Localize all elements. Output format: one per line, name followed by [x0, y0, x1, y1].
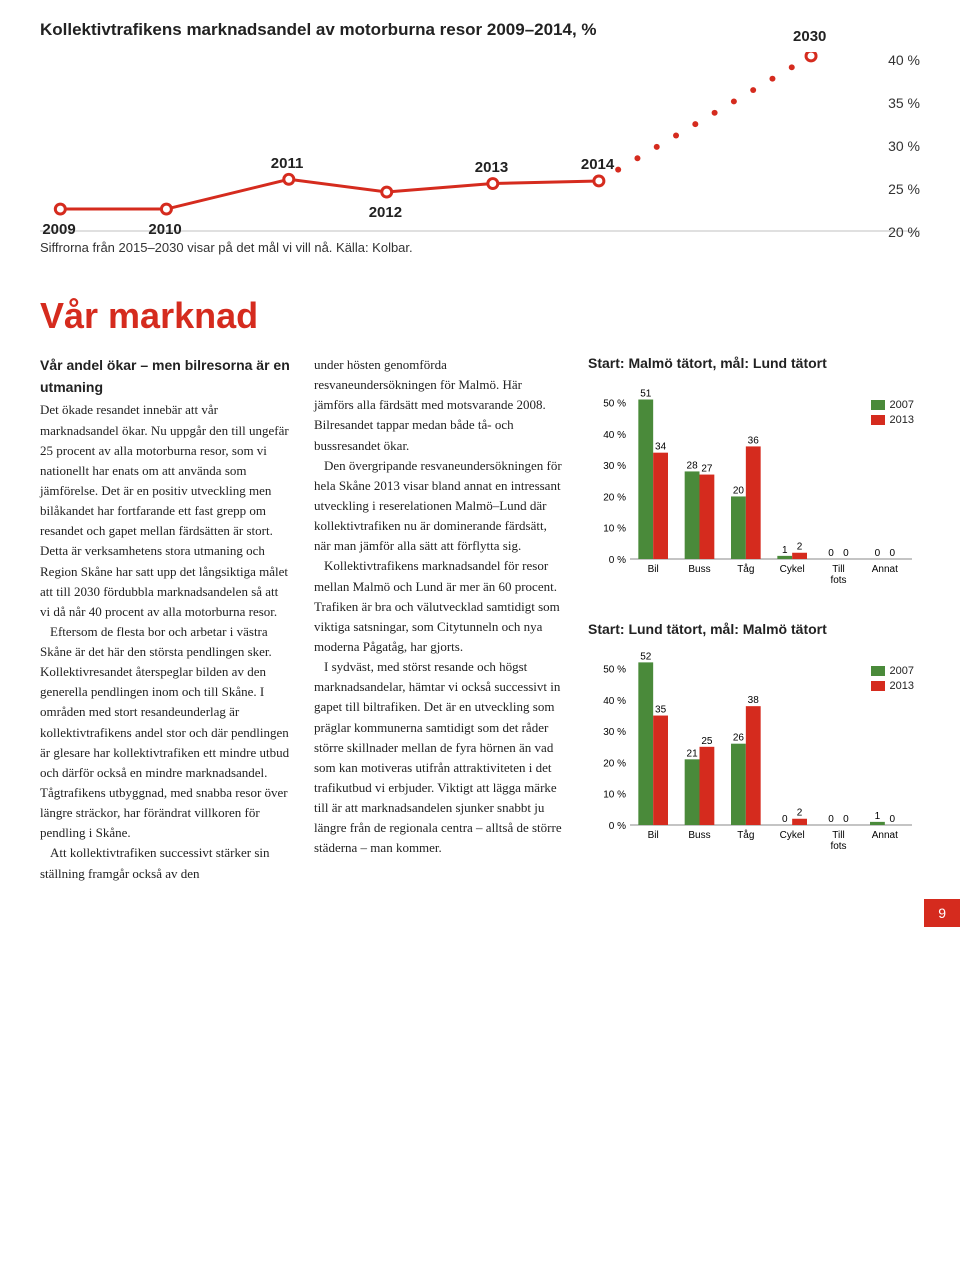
svg-text:27: 27: [701, 464, 713, 475]
subhead: Vår andel ökar – men bilresorna är en ut…: [40, 355, 290, 398]
svg-text:40 %: 40 %: [603, 696, 626, 707]
y-axis-tick: 30 %: [888, 138, 920, 154]
svg-text:20 %: 20 %: [603, 758, 626, 769]
svg-text:fots: fots: [830, 575, 846, 586]
section-title: Vår marknad: [40, 295, 920, 337]
svg-text:10 %: 10 %: [603, 790, 626, 801]
svg-text:Buss: Buss: [688, 564, 710, 575]
svg-text:Till: Till: [832, 564, 844, 575]
svg-text:26: 26: [733, 733, 745, 744]
y-axis-tick: 35 %: [888, 95, 920, 111]
svg-text:40 %: 40 %: [603, 430, 626, 441]
bar-chart-2-title: Start: Lund tätort, mål: Malmö tätort: [588, 621, 920, 637]
content-row: Vår andel ökar – men bilresorna är en ut…: [40, 355, 920, 887]
svg-text:30 %: 30 %: [603, 727, 626, 738]
bar-chart-1-title: Start: Malmö tätort, mål: Lund tätort: [588, 355, 920, 371]
bar-chart-1: 50 %40 %30 %20 %10 %0 %5134Bil2827Buss20…: [588, 381, 920, 591]
body-paragraph: Eftersom de flesta bor och arbetar i väs…: [40, 622, 290, 844]
text-column-right: under hösten genomförda resvaneundersökn…: [314, 355, 564, 887]
x-axis-label: 2014: [581, 156, 614, 173]
svg-text:Cykel: Cykel: [780, 830, 805, 841]
svg-text:1: 1: [782, 545, 788, 556]
svg-text:36: 36: [748, 435, 760, 446]
svg-text:28: 28: [687, 460, 699, 471]
y-axis-tick: 20 %: [888, 224, 920, 240]
bar-charts-column: Start: Malmö tätort, mål: Lund tätort 50…: [588, 355, 920, 887]
body-paragraph: Kollektivtrafikens marknadsandel för res…: [314, 556, 564, 657]
legend-item: 2007: [871, 665, 914, 677]
svg-text:25: 25: [701, 736, 713, 747]
body-paragraph: Den övergripande resvaneundersökningen f…: [314, 456, 564, 557]
line-chart-caption: Siffrorna från 2015–2030 visar på det må…: [40, 240, 920, 255]
x-axis-label: 2013: [475, 159, 508, 176]
svg-text:fots: fots: [830, 841, 846, 852]
line-chart: 40 %35 %30 %25 %20 % 2009201020112012201…: [40, 52, 920, 232]
svg-text:20: 20: [733, 485, 745, 496]
svg-text:Cykel: Cykel: [780, 564, 805, 575]
body-paragraph: Det ökade resandet innebär att vår markn…: [40, 400, 290, 622]
svg-text:38: 38: [748, 695, 760, 706]
legend-item: 2013: [871, 414, 914, 426]
svg-text:Tåg: Tåg: [737, 563, 754, 575]
svg-text:35: 35: [655, 705, 667, 716]
x-axis-label: 2030: [793, 28, 826, 45]
x-axis-label: 2009: [42, 221, 75, 238]
bar-chart-2: 50 %40 %30 %20 %10 %0 %5235Bil2125Buss26…: [588, 647, 920, 857]
line-chart-title: Kollektivtrafikens marknadsandel av moto…: [40, 20, 920, 40]
page-number: 9: [924, 899, 960, 927]
svg-text:Bil: Bil: [648, 564, 659, 575]
svg-text:20 %: 20 %: [603, 492, 626, 503]
text-column-left: Vår andel ökar – men bilresorna är en ut…: [40, 355, 290, 887]
x-axis-label: 2011: [271, 155, 304, 172]
svg-text:Buss: Buss: [688, 830, 710, 841]
x-axis-label: 2010: [148, 221, 181, 238]
y-axis-tick: 25 %: [888, 181, 920, 197]
svg-text:Annat: Annat: [872, 564, 898, 575]
legend-item: 2013: [871, 680, 914, 692]
svg-text:Till: Till: [832, 830, 844, 841]
y-axis-tick: 40 %: [888, 52, 920, 68]
svg-text:50 %: 50 %: [603, 399, 626, 410]
svg-text:Tåg: Tåg: [737, 829, 754, 841]
svg-text:0: 0: [782, 814, 788, 825]
svg-text:2: 2: [797, 808, 803, 819]
body-paragraph: Att kollektivtrafiken successivt stärker…: [40, 843, 290, 883]
svg-text:34: 34: [655, 442, 667, 453]
svg-text:30 %: 30 %: [603, 461, 626, 472]
svg-text:0: 0: [843, 548, 849, 559]
svg-text:50 %: 50 %: [603, 665, 626, 676]
svg-text:10 %: 10 %: [603, 524, 626, 535]
body-paragraph: I sydväst, med störst resande och högst …: [314, 657, 564, 858]
svg-text:0 %: 0 %: [609, 821, 626, 832]
svg-text:51: 51: [640, 389, 652, 400]
svg-text:0: 0: [875, 548, 881, 559]
x-axis-label: 2012: [369, 204, 402, 221]
svg-text:2: 2: [797, 542, 803, 553]
svg-text:Bil: Bil: [648, 830, 659, 841]
svg-text:Annat: Annat: [872, 830, 898, 841]
svg-text:0: 0: [843, 814, 849, 825]
bar-chart-block-2: Start: Lund tätort, mål: Malmö tätort 50…: [588, 621, 920, 857]
legend-item: 2007: [871, 399, 914, 411]
svg-text:0 %: 0 %: [609, 555, 626, 566]
svg-text:52: 52: [640, 651, 652, 662]
svg-text:0: 0: [889, 814, 895, 825]
svg-text:21: 21: [687, 748, 699, 759]
bar-chart-block-1: Start: Malmö tätort, mål: Lund tätort 50…: [588, 355, 920, 591]
svg-text:1: 1: [875, 811, 881, 822]
body-paragraph: under hösten genomförda resvaneundersökn…: [314, 355, 564, 456]
svg-text:0: 0: [889, 548, 895, 559]
svg-text:0: 0: [828, 814, 834, 825]
svg-text:0: 0: [828, 548, 834, 559]
